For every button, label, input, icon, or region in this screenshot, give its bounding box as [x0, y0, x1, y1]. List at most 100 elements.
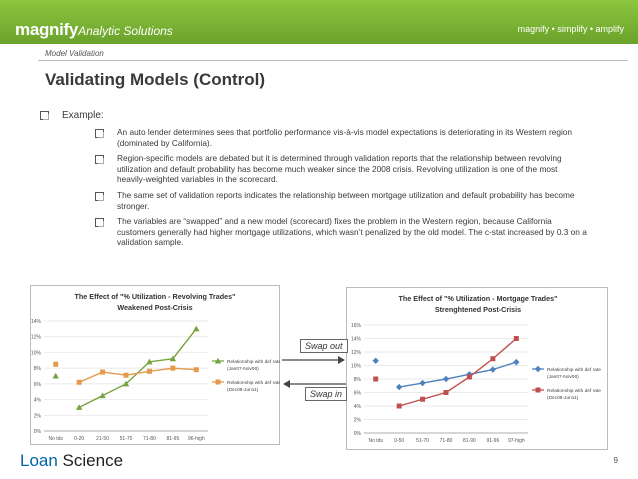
data-point [442, 375, 450, 383]
left-arrow-icon [283, 380, 346, 388]
y-tick-label: 6% [354, 391, 362, 397]
revolving-utilization-chart: The Effect of "% Utilization - Revolving… [30, 285, 280, 445]
data-point [169, 355, 177, 362]
x-tick-label: 91-96 [486, 438, 499, 444]
data-point [170, 365, 176, 371]
data-point [193, 325, 200, 332]
data-point [53, 361, 59, 367]
mortgage-utilization-chart: The Effect of "% Utilization - Mortgage … [346, 287, 608, 450]
data-point [466, 371, 473, 378]
series-line [398, 337, 517, 407]
y-tick-label: 0% [34, 429, 42, 435]
data-point [443, 390, 449, 395]
data-point [372, 357, 379, 364]
data-point [75, 404, 83, 410]
legend-label: Relationship with def rate (Jan07-Nov08) [227, 359, 280, 372]
x-tick-label: 51-70 [416, 438, 429, 444]
bullet-item: The variables are “swapped” and a new mo… [95, 216, 587, 248]
slide-body: Example: An auto lender determines sees … [38, 103, 628, 248]
checkbox-bullet-icon [95, 191, 104, 201]
section-label: Model Validation [45, 49, 104, 58]
series-2 [373, 336, 519, 409]
series-line [399, 361, 517, 388]
data-point [395, 383, 403, 391]
bullet-item: The same set of validation reports indic… [95, 190, 587, 211]
checkbox-bullet-icon [95, 218, 104, 228]
checkbox-bullet-icon [95, 129, 104, 138]
data-point [193, 367, 199, 373]
data-point [490, 356, 496, 362]
legend-label: Relationship with def rate (Dec08-Jun11) [547, 388, 601, 401]
legend-label: Relationship with def rate (Dec08-Jun11) [227, 380, 280, 393]
checkbox-bullet-icon [40, 111, 49, 120]
data-point [466, 374, 472, 380]
chart-title: The Effect of "% Utilization - Mortgage … [399, 294, 558, 303]
legend-marker [215, 379, 221, 385]
bullet-text: Region-specific models are debated but i… [117, 153, 562, 185]
brand-logo: magnifyAnalytic Solutions [15, 20, 173, 39]
x-tick-label: 71-80 [143, 436, 156, 442]
y-tick-label: 4% [354, 404, 362, 410]
data-point [396, 403, 402, 409]
x-tick-label: 71-80 [440, 438, 453, 444]
x-tick-label: 96-high [188, 436, 205, 442]
x-tick-label: 51-70 [120, 436, 133, 442]
data-point [420, 396, 426, 402]
data-point [52, 372, 59, 379]
loan-science-logo: Loan Science [20, 451, 124, 470]
header-bar: magnifyAnalytic Solutions magnify • simp… [0, 0, 638, 44]
y-tick-label: 2% [34, 413, 42, 419]
bullet-text: The variables are “swapped” and a new mo… [117, 216, 587, 248]
x-tick-label: No tds [48, 436, 63, 442]
legend-marker [214, 357, 222, 364]
y-tick-label: 16% [351, 323, 362, 329]
data-point [76, 379, 82, 385]
page-number: 9 [613, 456, 618, 465]
y-tick-label: 0% [354, 431, 362, 437]
x-tick-label: 81-90 [463, 438, 476, 444]
swap-in-label: Swap in [305, 387, 348, 401]
x-tick-label: 0-50 [394, 438, 404, 444]
data-point [122, 380, 130, 387]
divider [38, 60, 628, 61]
y-tick-label: 4% [34, 398, 42, 404]
data-point [513, 336, 519, 341]
chart-frame [346, 287, 608, 450]
example-item: Example: [38, 103, 628, 123]
y-tick-label: 12% [351, 350, 362, 356]
tagline: magnify • simplify • amplify [517, 24, 624, 34]
legend-marker [535, 387, 541, 393]
data-point [146, 368, 152, 374]
data-point [123, 372, 129, 378]
page-title: Validating Models (Control) [45, 70, 266, 89]
data-point [99, 392, 106, 399]
right-arrow-icon [282, 356, 345, 364]
legend-label: Relationship with def rate (Jan07-Nov08) [547, 367, 601, 380]
series-line [78, 367, 197, 383]
series-2 [53, 361, 199, 385]
y-tick-label: 10% [31, 350, 42, 356]
bullet-text: An auto lender determines sees that port… [117, 127, 573, 148]
swap-out-label: Swap out [300, 339, 348, 353]
x-tick-label: 81-95 [166, 436, 179, 442]
chart-frame [30, 285, 280, 445]
legend-marker [534, 365, 542, 373]
chart-title: The Effect of "% Utilization - Revolving… [75, 292, 236, 301]
data-point [419, 379, 426, 387]
y-tick-label: 14% [31, 319, 42, 325]
x-tick-label: 97-high [508, 438, 525, 444]
bullet-item: Region-specific models are debated but i… [95, 153, 587, 185]
y-tick-label: 8% [34, 366, 42, 372]
chart-subtitle: Strenghtened Post-Crisis [435, 305, 521, 314]
y-tick-label: 6% [34, 382, 42, 388]
data-point [100, 369, 106, 375]
data-point [489, 366, 497, 373]
y-tick-label: 14% [351, 337, 362, 343]
data-point [146, 358, 153, 365]
chart-subtitle: Weakened Post-Crisis [117, 303, 192, 312]
bullet-item: An auto lender determines sees that port… [95, 127, 587, 148]
example-label: Example: [62, 110, 104, 121]
x-tick-label: No tds [368, 438, 383, 444]
x-tick-label: 21-50 [96, 436, 109, 442]
x-tick-label: 0-20 [74, 436, 84, 442]
